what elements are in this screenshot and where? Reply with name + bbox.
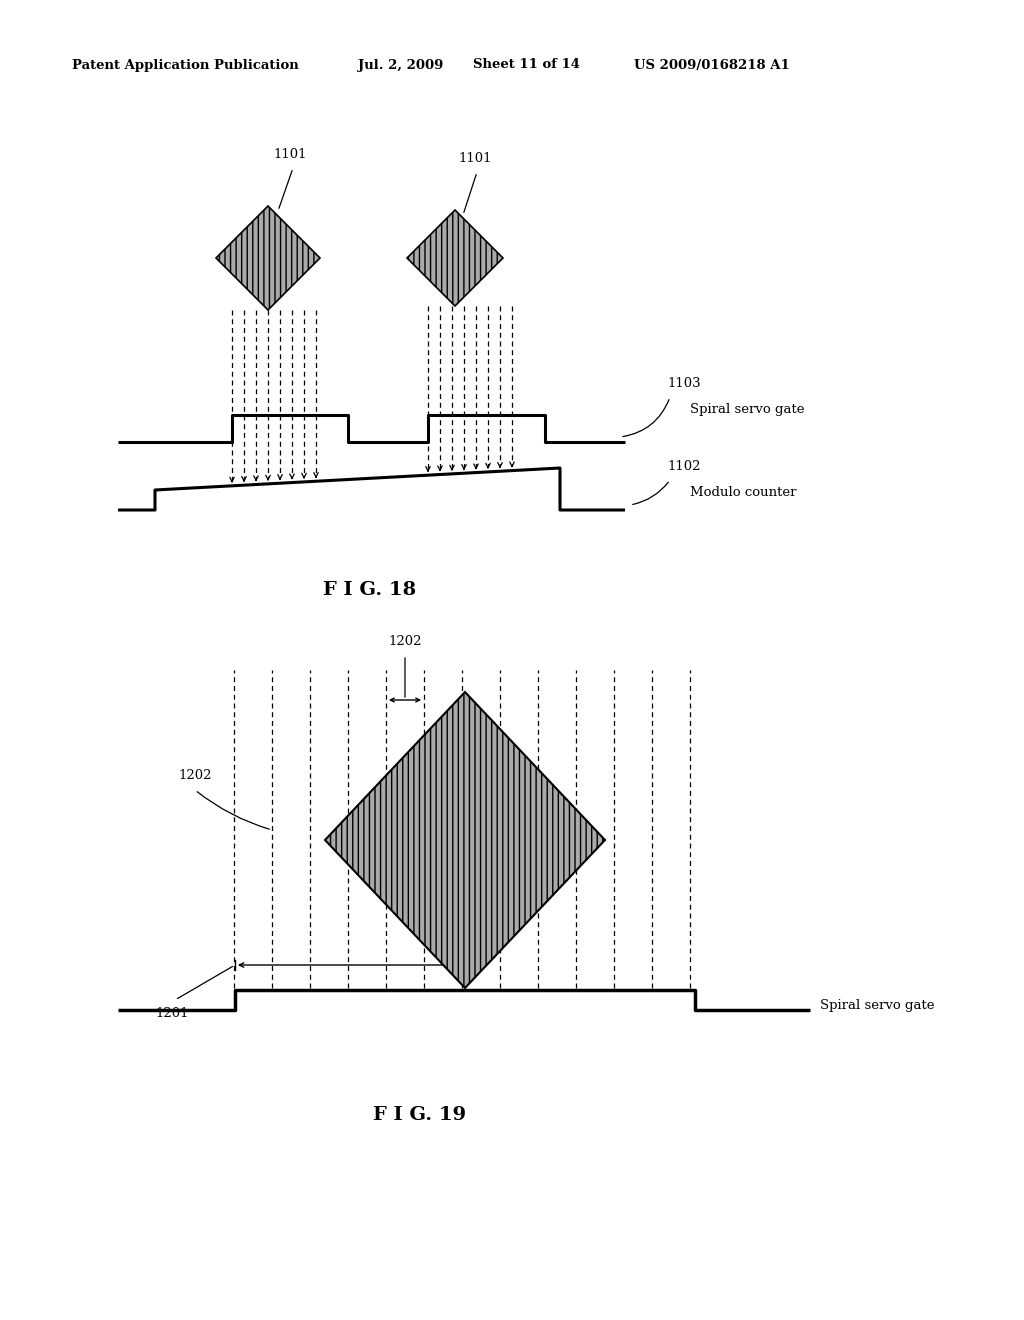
- Text: Modulo counter: Modulo counter: [690, 486, 797, 499]
- Text: 1202: 1202: [388, 635, 422, 648]
- Text: Jul. 2, 2009: Jul. 2, 2009: [358, 58, 443, 71]
- Polygon shape: [407, 210, 503, 306]
- Text: 1101: 1101: [273, 148, 307, 161]
- Text: Patent Application Publication: Patent Application Publication: [72, 58, 299, 71]
- Text: Spiral servo gate: Spiral servo gate: [690, 404, 805, 417]
- Text: F I G. 18: F I G. 18: [324, 581, 417, 599]
- Text: F I G. 19: F I G. 19: [374, 1106, 467, 1125]
- Text: US 2009/0168218 A1: US 2009/0168218 A1: [634, 58, 790, 71]
- Text: 1103: 1103: [667, 378, 700, 389]
- Polygon shape: [325, 692, 605, 987]
- Text: 1202: 1202: [178, 770, 212, 781]
- Text: 1201: 1201: [155, 1007, 188, 1020]
- Text: 1101: 1101: [459, 152, 492, 165]
- Text: 1102: 1102: [667, 459, 700, 473]
- Text: Sheet 11 of 14: Sheet 11 of 14: [473, 58, 580, 71]
- Polygon shape: [216, 206, 319, 310]
- Text: Spiral servo gate: Spiral servo gate: [820, 998, 935, 1011]
